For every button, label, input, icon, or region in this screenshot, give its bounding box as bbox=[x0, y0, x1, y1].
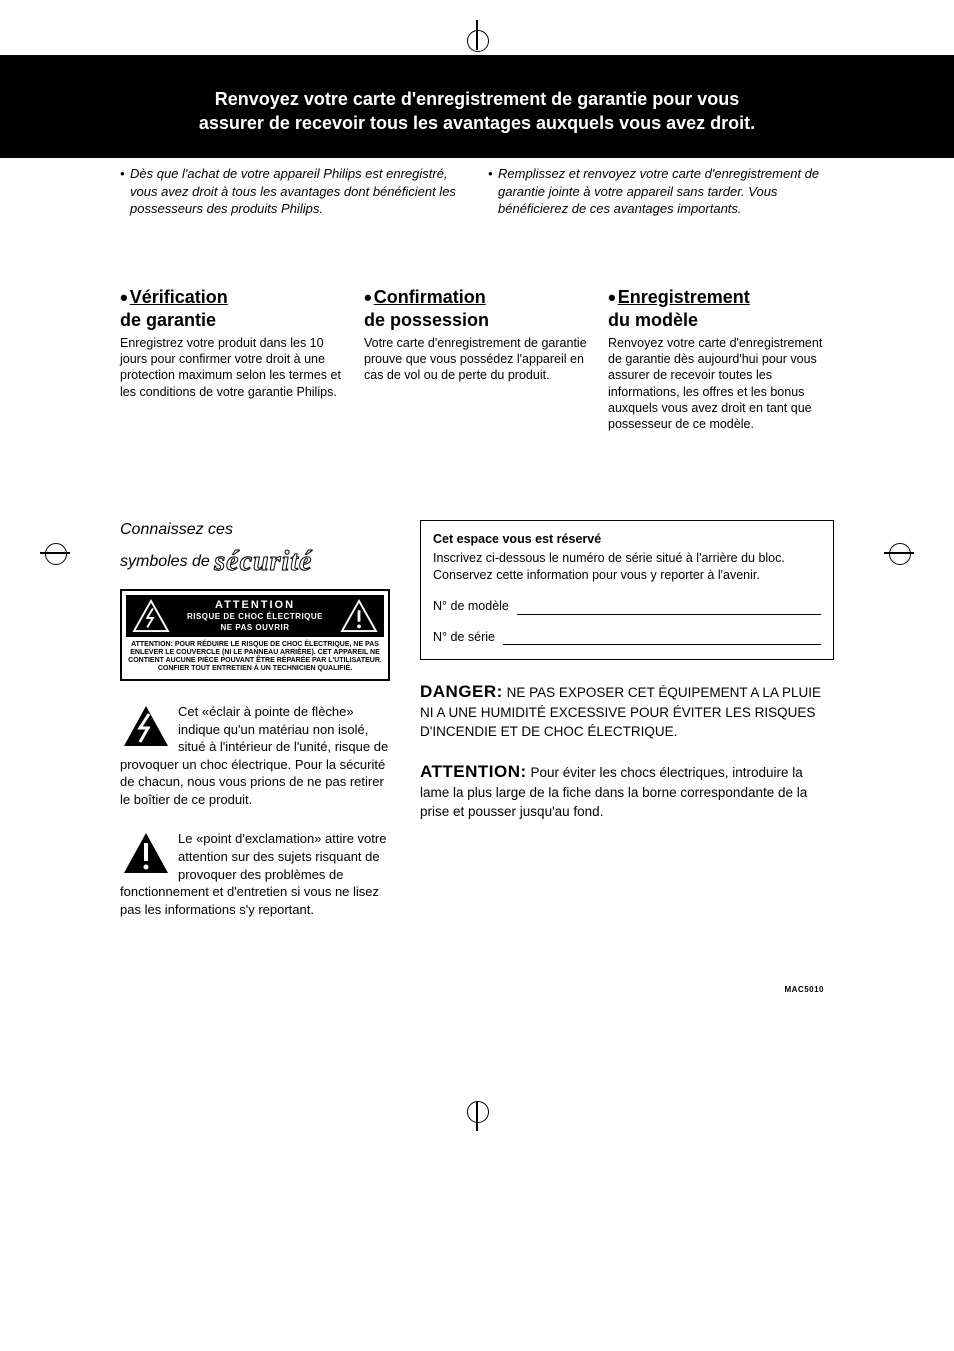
crop-mark-top bbox=[462, 20, 492, 50]
col3-title-rest: du modèle bbox=[608, 310, 698, 330]
danger-kw: DANGER: bbox=[420, 682, 503, 701]
bullet-icon: • bbox=[120, 165, 130, 218]
footer-code: MAC5010 bbox=[784, 985, 824, 994]
col2-title-rest: de possession bbox=[364, 310, 489, 330]
know-line2-prefix: symboles de bbox=[120, 553, 210, 570]
col-enregistrement: •Enregistrement du modèle Renvoyez votre… bbox=[608, 285, 834, 432]
attention-warning-label: ATTENTION RISQUE DE CHOC ÉLECTRIQUE NE P… bbox=[120, 589, 390, 681]
crop-mark-left bbox=[40, 538, 70, 568]
model-fill-line[interactable] bbox=[517, 603, 821, 615]
exclamation-paragraph: Le «point d'exclamation» attire votre at… bbox=[120, 830, 390, 918]
col1-body: Enregistrez votre produit dans les 10 jo… bbox=[120, 335, 346, 400]
know-line1: Connaissez ces bbox=[120, 521, 233, 538]
reserve-title: Cet espace vous est réservé bbox=[433, 531, 821, 548]
bullet-icon: • bbox=[488, 165, 498, 218]
bolt-triangle-icon bbox=[120, 703, 172, 749]
intro-right-text: Remplissez et renvoyez votre carte d'enr… bbox=[498, 165, 834, 218]
col3-title-u: Enregistrement bbox=[618, 287, 750, 307]
col-confirmation: •Confirmation de possession Votre carte … bbox=[364, 285, 590, 432]
crop-mark-right bbox=[884, 538, 914, 568]
attention-title: ATTENTION bbox=[215, 599, 295, 611]
serial-reserve-box: Cet espace vous est réservé Inscrivez ci… bbox=[420, 520, 834, 660]
reserve-body: Inscrivez ci-dessous le numéro de série … bbox=[433, 550, 821, 584]
crop-mark-bottom bbox=[462, 1101, 492, 1131]
attention-sub2: NE PAS OUVRIR bbox=[176, 624, 334, 633]
col2-title-u: Confirmation bbox=[374, 287, 486, 307]
col1-title-u: Vérification bbox=[130, 287, 228, 307]
headline-band: Renvoyez votre carte d'enregistrement de… bbox=[0, 55, 954, 158]
three-column-section: •Vérification de garantie Enregistrez vo… bbox=[120, 285, 834, 432]
col1-title-rest: de garantie bbox=[120, 310, 216, 330]
attention-paragraph: ATTENTION: Pour éviter les chocs électri… bbox=[420, 760, 834, 822]
bolt-triangle-icon bbox=[130, 599, 172, 633]
col3-body: Renvoyez votre carte d'enregistrement de… bbox=[608, 335, 834, 433]
attention-kw: ATTENTION: bbox=[420, 762, 527, 781]
exclamation-triangle-icon bbox=[120, 830, 172, 876]
serial-fill-line[interactable] bbox=[503, 633, 821, 645]
attention-sub1: RISQUE DE CHOC ÉLECTRIQUE bbox=[176, 613, 334, 622]
headline-line1: Renvoyez votre carte d'enregistrement de… bbox=[215, 89, 739, 109]
bolt-paragraph: Cet «éclair à pointe de flèche» indique … bbox=[120, 703, 390, 808]
serial-label: N° de série bbox=[433, 629, 495, 646]
danger-paragraph: DANGER: NE PAS EXPOSER CET ÉQUIPEMENT A … bbox=[420, 680, 834, 742]
security-word: sécurité bbox=[214, 544, 312, 579]
intro-left-text: Dès que l'achat de votre appareil Philip… bbox=[130, 165, 466, 218]
headline-line2: assurer de recevoir tous les avantages a… bbox=[199, 113, 755, 133]
know-symbols-heading: Connaissez ces symboles de sécurité bbox=[120, 520, 390, 575]
lower-section: Connaissez ces symboles de sécurité ATTE… bbox=[120, 520, 834, 918]
col2-body: Votre carte d'enregistrement de garantie… bbox=[364, 335, 590, 384]
attention-fineprint: ATTENTION: POUR RÉDUIRE LE RISQUE DE CHO… bbox=[126, 637, 384, 675]
col-verification: •Vérification de garantie Enregistrez vo… bbox=[120, 285, 346, 432]
intro-columns: • Dès que l'achat de votre appareil Phil… bbox=[120, 165, 834, 218]
exclamation-triangle-icon bbox=[338, 599, 380, 633]
model-label: N° de modèle bbox=[433, 598, 509, 615]
